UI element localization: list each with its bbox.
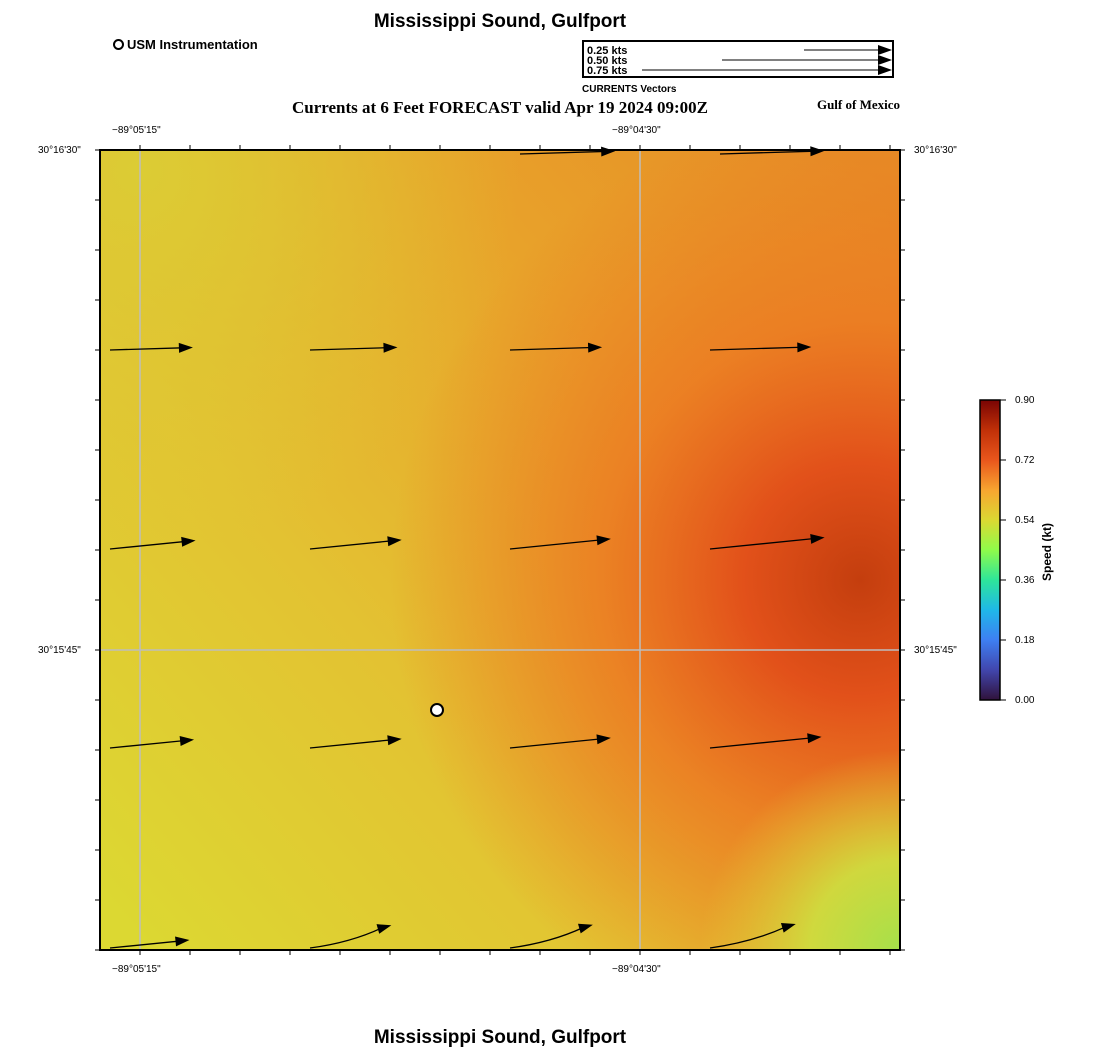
vector-legend-label-2: 0.75 kts bbox=[587, 65, 628, 77]
arrowhead-icon bbox=[587, 342, 603, 353]
vector-legend-label-1: 0.50 kts bbox=[587, 55, 628, 67]
arrowhead-icon bbox=[797, 342, 812, 353]
arrowhead-icon bbox=[383, 342, 398, 353]
current-vector bbox=[109, 736, 195, 749]
station-marker-icon bbox=[113, 39, 124, 50]
legend-arrow-icon bbox=[878, 55, 892, 65]
lon-tick-bottom-0: −89°05'15" bbox=[112, 964, 161, 975]
speed-colorbar bbox=[979, 399, 1001, 701]
station-legend: USM Instrumentation bbox=[113, 37, 258, 52]
arrowhead-icon bbox=[810, 533, 825, 544]
arrowhead-icon bbox=[596, 734, 611, 745]
arrowhead-icon bbox=[810, 146, 825, 157]
lat-tick-left-1: 30°15'45" bbox=[38, 645, 81, 656]
colorbar-tick-5: 0.00 bbox=[1015, 695, 1035, 706]
arrowhead-icon bbox=[578, 923, 593, 934]
arrowhead-icon bbox=[178, 342, 193, 353]
colorbar-tick-3: 0.36 bbox=[1015, 575, 1035, 586]
lon-tick-bottom-1: −89°04'30" bbox=[612, 964, 661, 975]
current-vector bbox=[509, 923, 593, 949]
current-vector bbox=[309, 536, 402, 550]
forecast-subtitle: Currents at 6 Feet FORECAST valid Apr 19… bbox=[291, 98, 709, 117]
current-vector bbox=[109, 342, 193, 353]
arrowhead-icon bbox=[181, 536, 196, 547]
current-vector bbox=[309, 342, 398, 353]
current-vector bbox=[519, 146, 616, 157]
lat-tick-right-1: 30°15'45" bbox=[914, 645, 957, 656]
colorbar-tick-4: 0.18 bbox=[1015, 635, 1035, 646]
lon-tick-top-0: −89°05'15" bbox=[112, 125, 161, 136]
current-vector bbox=[709, 922, 796, 949]
arrowhead-icon bbox=[387, 735, 402, 746]
lat-tick-left-0: 30°16'30" bbox=[38, 145, 81, 156]
usm-station-marker-icon[interactable] bbox=[430, 703, 444, 717]
legend-arrow-icon bbox=[878, 45, 892, 55]
arrowhead-icon bbox=[807, 733, 822, 744]
arrowhead-icon bbox=[376, 924, 392, 934]
axis-ticks bbox=[95, 145, 905, 955]
current-vector bbox=[509, 734, 611, 749]
arrowhead-icon bbox=[601, 146, 616, 157]
colorbar-tick-0: 0.90 bbox=[1015, 395, 1035, 406]
arrowhead-icon bbox=[175, 936, 190, 947]
map-title-top: Mississippi Sound, Gulfport bbox=[373, 11, 627, 32]
low-speed-zone bbox=[100, 150, 900, 950]
current-vector bbox=[719, 146, 825, 157]
current-vector bbox=[309, 924, 392, 949]
current-vector bbox=[509, 535, 611, 550]
current-vector bbox=[109, 936, 190, 949]
arrowhead-icon bbox=[179, 736, 195, 746]
current-vector bbox=[309, 735, 402, 749]
map-title-bottom: Mississippi Sound, Gulfport bbox=[373, 1027, 627, 1048]
colorbar-tick-2: 0.54 bbox=[1015, 515, 1035, 526]
arrowhead-icon bbox=[780, 922, 796, 933]
current-vector bbox=[709, 733, 822, 749]
legend-arrow-icon bbox=[878, 65, 892, 75]
vector-legend-caption: CURRENTS Vectors bbox=[582, 84, 677, 95]
region-label: Gulf of Mexico bbox=[816, 97, 900, 112]
vector-legend-box: 0.25 kts 0.50 kts 0.75 kts bbox=[582, 40, 894, 78]
arrowhead-icon bbox=[596, 535, 611, 546]
current-vector bbox=[709, 533, 825, 550]
colorbar-title: Speed (kt) bbox=[1040, 523, 1054, 582]
current-vectors bbox=[109, 146, 825, 949]
vector-legend-label-0: 0.25 kts bbox=[587, 45, 628, 57]
colorbar-tick-1: 0.72 bbox=[1015, 455, 1035, 466]
current-vector bbox=[709, 342, 812, 353]
current-vector bbox=[109, 536, 196, 550]
lon-tick-top-1: −89°04'30" bbox=[612, 125, 661, 136]
station-legend-label: USM Instrumentation bbox=[127, 37, 258, 52]
arrowhead-icon bbox=[387, 536, 402, 547]
current-vector bbox=[509, 342, 603, 353]
vector-legend-arrows bbox=[642, 45, 892, 75]
lat-tick-right-0: 30°16'30" bbox=[914, 145, 957, 156]
